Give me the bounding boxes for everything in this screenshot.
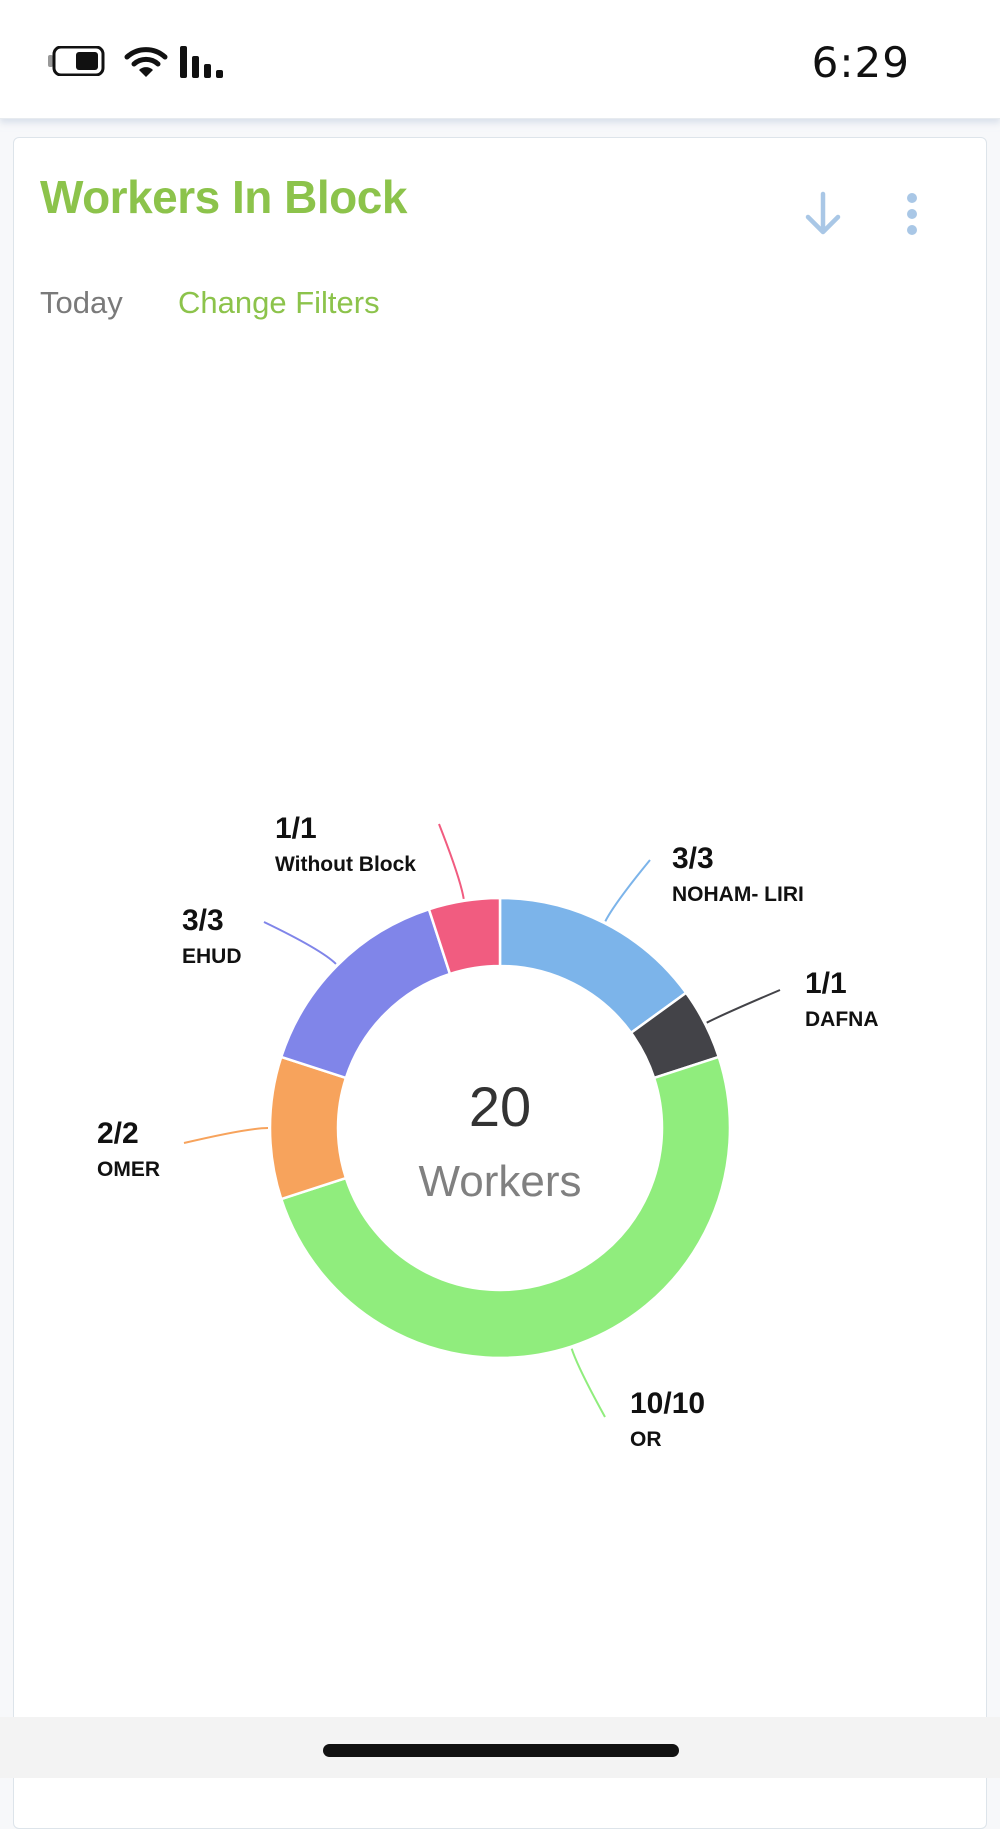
slice-ehud[interactable] <box>279 907 452 1080</box>
slice-connector <box>438 823 465 900</box>
slice-value-label: 3/3 <box>182 904 224 937</box>
slice-connector <box>263 921 337 965</box>
slice-name-label: OMER <box>97 1158 160 1181</box>
signal-icon <box>180 46 223 78</box>
change-filters-link[interactable]: Change Filters <box>178 285 380 320</box>
donut-center-label: Workers <box>419 1157 582 1206</box>
slice-or[interactable] <box>279 1055 732 1359</box>
home-indicator[interactable] <box>323 1744 679 1757</box>
more-menu-icon[interactable] <box>902 190 922 238</box>
workers-donut-chart: 3/3 NOHAM- LIRI 1/1 DAFNA 10/10 OR 2/2 OMER 3/3 E… <box>97 812 879 1451</box>
workers-in-block-card: Workers In Block Today Change Filters 3/… <box>13 137 987 1829</box>
slice-connector <box>604 859 651 922</box>
filter-period-label: Today <box>40 285 123 320</box>
slice-value-label: 1/1 <box>275 812 317 845</box>
slice-omer[interactable] <box>268 1055 348 1201</box>
slice-name-label: NOHAM- LIRI <box>672 883 804 906</box>
status-bar: 6:29 <box>0 0 1000 119</box>
slice-value-label: 10/10 <box>630 1387 705 1420</box>
download-icon[interactable] <box>800 190 846 238</box>
status-time: 6:29 <box>811 38 910 87</box>
slice-value-label: 3/3 <box>672 842 714 875</box>
slice-name-label: Without Block <box>275 853 416 876</box>
slice-connector <box>706 989 781 1024</box>
slice-name-label: EHUD <box>182 945 242 968</box>
wifi-icon <box>124 47 168 77</box>
slice-connector <box>183 1127 269 1144</box>
slice-value-label: 1/1 <box>805 967 847 1000</box>
slice-name-label: OR <box>630 1428 662 1451</box>
card-title: Workers In Block <box>40 171 407 223</box>
slice-value-label: 2/2 <box>97 1117 139 1150</box>
battery-icon <box>48 46 105 76</box>
donut-center-value: 20 <box>469 1075 531 1138</box>
slice-name-label: DAFNA <box>805 1008 879 1031</box>
slice-without-block[interactable] <box>427 896 502 976</box>
slice-connector <box>570 1348 606 1418</box>
